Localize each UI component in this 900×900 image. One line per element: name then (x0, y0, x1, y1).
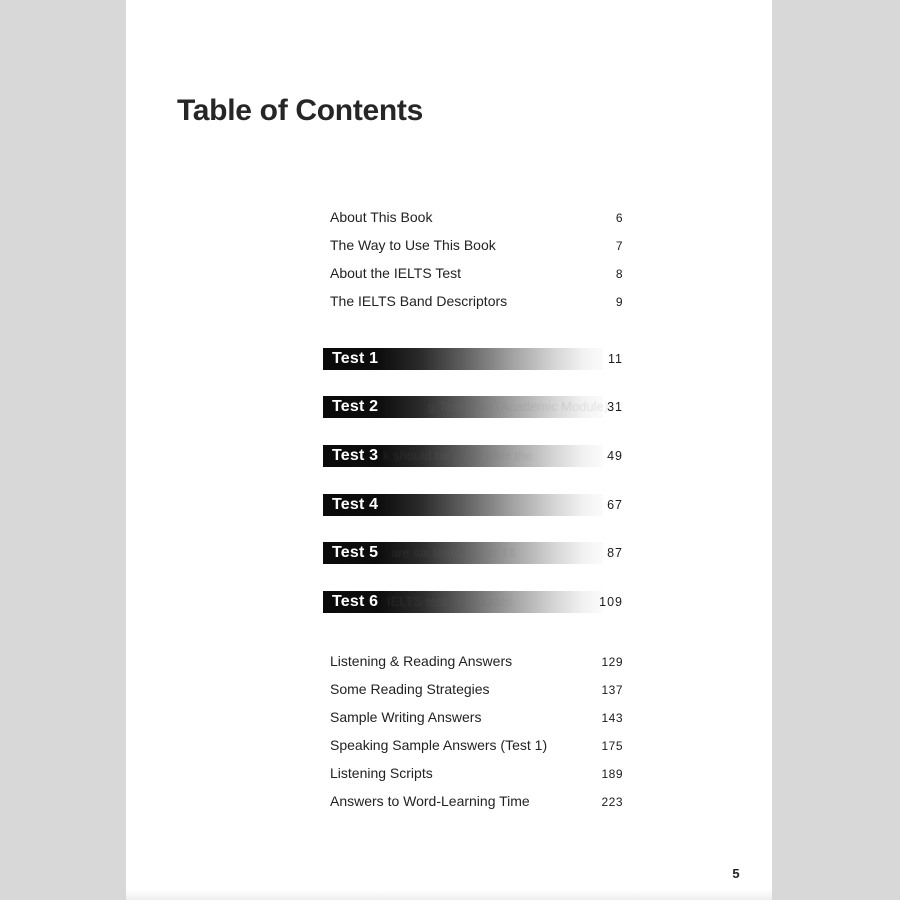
toc-entry: About the IELTS Test 8 (330, 259, 623, 287)
test-section-row: Test 3 k should be used after the 49 (323, 445, 623, 467)
front-matter-list: About This Book 6 The Way to Use This Bo… (330, 203, 623, 315)
test-page-number: 49 (607, 449, 623, 463)
test-section-row: Test 2 g Task Two (Academic Module) 31 (323, 396, 623, 418)
test-title: Test 6 (332, 593, 379, 610)
toc-entry-page-number: 143 (601, 711, 623, 725)
test-title: Test 1 (332, 350, 379, 367)
bleed-through-text: k should be used after the (383, 448, 533, 463)
toc-entry-label: Listening Scripts (330, 765, 433, 781)
test-page-number: 11 (608, 352, 623, 366)
test-gradient-bar: Test 3 k should be used after the (323, 445, 603, 467)
test-page-number: 31 (607, 400, 623, 414)
toc-entry-page-number: 6 (615, 211, 623, 225)
test-page-number: 67 (607, 498, 623, 512)
toc-entry-label: Speaking Sample Answers (Test 1) (330, 737, 548, 753)
toc-entry-page-number: 175 (601, 739, 623, 753)
toc-entry-page-number: 137 (601, 683, 623, 697)
toc-entry: Some Reading Strategies 137 (330, 675, 623, 703)
toc-entry-label: The Way to Use This Book (330, 237, 496, 253)
back-matter-list: Listening & Reading Answers 129 Some Rea… (330, 647, 623, 815)
test-section-row: Test 6 IELTS test. It includes 109 (323, 591, 623, 613)
test-title: Test 4 (332, 496, 379, 513)
bleed-through-text: g Task Two (Academic Module) (428, 399, 609, 414)
test-section-row: Test 5 are six tests. Tests 1& 87 (323, 542, 623, 564)
bleed-through-text: IELTS test. It includes (387, 594, 513, 609)
toc-entry-page-number: 189 (601, 767, 623, 781)
toc-entry: Listening Scripts 189 (330, 759, 623, 787)
toc-entry-page-number: 129 (601, 655, 623, 669)
test-section-row: Test 1 11 (323, 348, 623, 370)
toc-entry-label: Sample Writing Answers (330, 709, 482, 725)
folio-page-number: 5 (732, 866, 740, 881)
toc-entry-label: About the IELTS Test (330, 265, 462, 281)
test-gradient-bar: Test 1 (323, 348, 603, 370)
toc-entry: Answers to Word-Learning Time 223 (330, 787, 623, 815)
test-title: Test 5 (332, 544, 379, 561)
test-title: Test 2 (332, 398, 379, 415)
toc-entry-label: The IELTS Band Descriptors (330, 293, 508, 309)
toc-entry-label: Some Reading Strategies (330, 681, 490, 697)
toc-entry: About This Book 6 (330, 203, 623, 231)
toc-entry: Listening & Reading Answers 129 (330, 647, 623, 675)
book-page: Table of Contents About This Book 6 The … (126, 0, 772, 900)
toc-entry: Sample Writing Answers 143 (330, 703, 623, 731)
test-page-number: 87 (607, 546, 623, 560)
test-page-number: 109 (599, 595, 623, 609)
toc-entry-label: Answers to Word-Learning Time (330, 793, 530, 809)
toc-entry-label: About This Book (330, 209, 433, 225)
toc-entry-page-number: 8 (615, 267, 623, 281)
test-gradient-bar: Test 6 IELTS test. It includes (323, 591, 603, 613)
toc-entry-label: Listening & Reading Answers (330, 653, 513, 669)
toc-entry-page-number: 7 (615, 239, 623, 253)
test-section-row: Test 4 67 (323, 494, 623, 516)
test-gradient-bar: Test 4 (323, 494, 603, 516)
toc-entry: The IELTS Band Descriptors 9 (330, 287, 623, 315)
test-gradient-bar: Test 5 are six tests. Tests 1& (323, 542, 603, 564)
toc-entry-page-number: 9 (615, 295, 623, 309)
test-title: Test 3 (332, 447, 379, 464)
page-title: Table of Contents (177, 94, 424, 127)
toc-entry: Speaking Sample Answers (Test 1) 175 (330, 731, 623, 759)
toc-entry-page-number: 223 (601, 795, 623, 809)
toc-entry: The Way to Use This Book 7 (330, 231, 623, 259)
test-gradient-bar: Test 2 g Task Two (Academic Module) (323, 396, 608, 418)
bleed-through-text: are six tests. Tests 1& (391, 545, 518, 560)
